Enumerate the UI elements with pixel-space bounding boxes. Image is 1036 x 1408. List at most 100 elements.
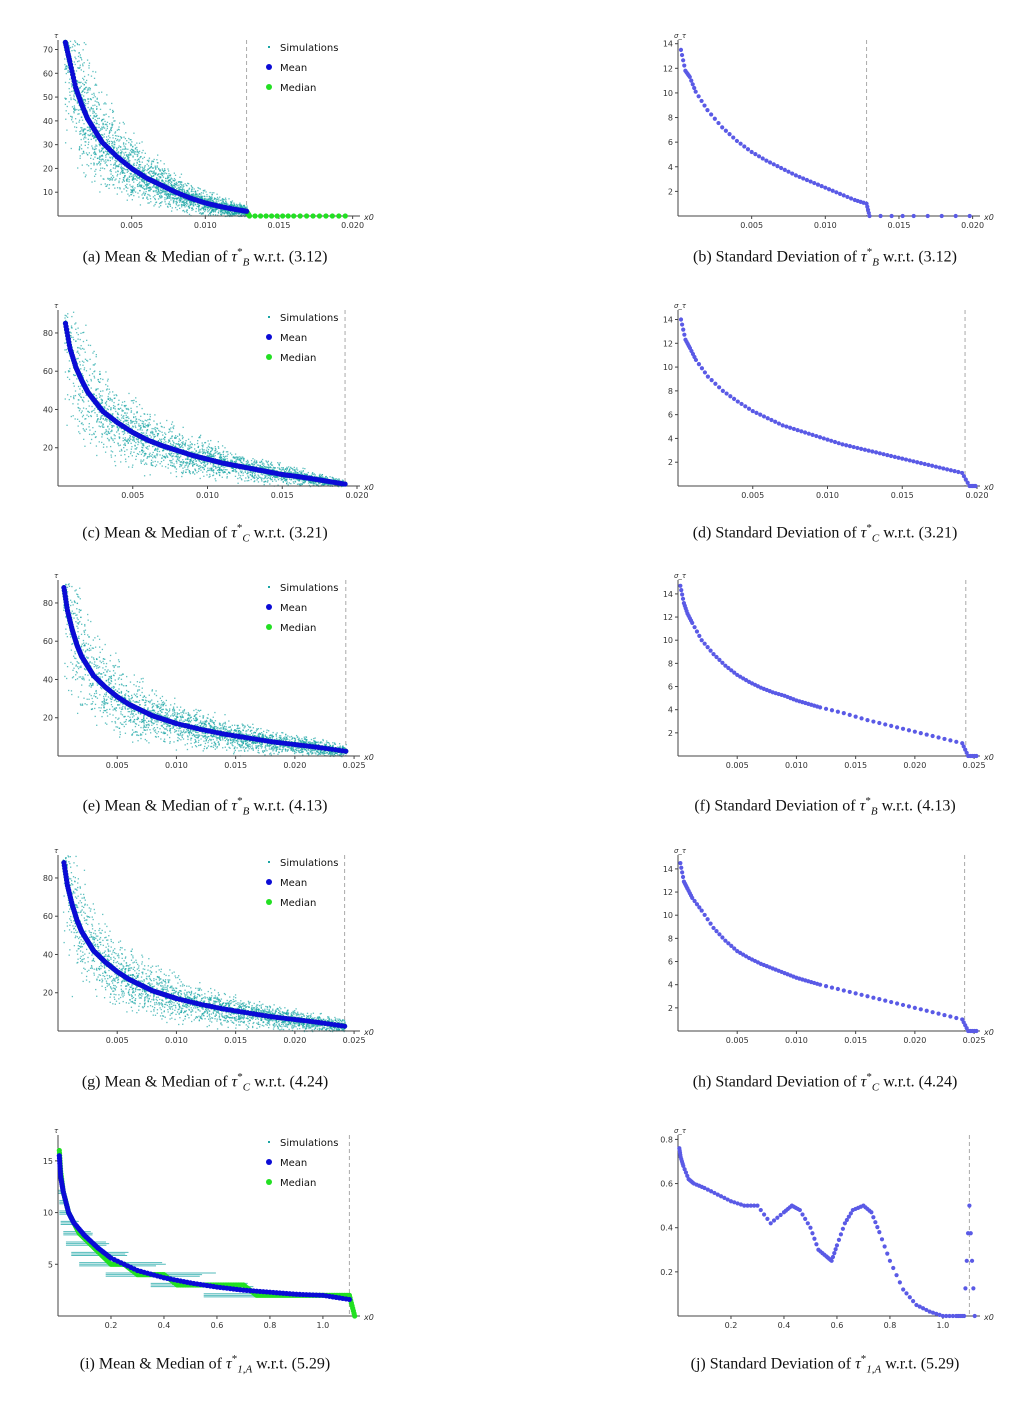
data-point (764, 158, 769, 163)
legend-entry: Mean (280, 333, 307, 344)
data-point (924, 732, 929, 737)
data-point (845, 194, 850, 200)
data-point (716, 120, 721, 126)
data-point (883, 722, 888, 727)
y-tick-label: 50 (43, 93, 53, 102)
legend-entry: Simulations (280, 43, 338, 54)
data-point (680, 874, 686, 880)
data-point (881, 452, 886, 457)
data-point (914, 1302, 919, 1308)
data-point (753, 152, 758, 157)
y-tick-label: 4 (668, 434, 673, 443)
data-point (782, 167, 787, 172)
data-point (829, 1258, 834, 1263)
y-tick-label: 10 (663, 89, 673, 98)
y-tick-label: 14 (663, 316, 673, 325)
data-point (889, 213, 894, 219)
data-point (829, 708, 835, 713)
data-point (743, 404, 748, 409)
data-point (956, 469, 961, 475)
x-tick-label: 0.020 (903, 1036, 926, 1045)
data-point (917, 1304, 922, 1309)
data-point (749, 149, 754, 155)
x-tick-label: 0.005 (740, 221, 763, 230)
data-point (771, 1218, 777, 1223)
data-point (692, 898, 697, 904)
data-point (810, 1231, 815, 1236)
caption-subscript: C (871, 532, 880, 545)
y-tick-label: 8 (668, 387, 673, 396)
data-point (342, 481, 348, 487)
data-point (911, 1299, 916, 1304)
caption-symbol: τ (231, 1073, 238, 1091)
data-point (945, 467, 950, 472)
data-point (812, 180, 817, 186)
data-point (815, 182, 821, 187)
chart-d: 0.005 0.010 0.015 0.020 2 4 6 8 10 12 14σ_τ x0 (663, 302, 994, 500)
data-point (734, 138, 740, 144)
data-point (903, 457, 909, 462)
x-tick-label: 0.020 (341, 221, 364, 230)
data-point (952, 469, 957, 474)
data-point (705, 374, 711, 379)
x-axis-label: x0 (983, 483, 994, 492)
data-point (678, 583, 683, 588)
data-point (869, 1210, 874, 1215)
chart-panel-d: 0.005 0.010 0.015 0.020 2 4 6 8 10 12 14 σ_τ x0 (650, 300, 1000, 510)
data-point (887, 1258, 893, 1263)
x-tick-label: 0.6 (831, 1321, 844, 1330)
data-point (717, 385, 722, 390)
y-axis-label: σ_τ (674, 572, 687, 580)
data-point (693, 357, 699, 363)
data-point (971, 1286, 976, 1291)
y-axis-label: τ (54, 302, 59, 310)
x-tick-label: 0.005 (726, 1036, 749, 1045)
data-point (851, 444, 856, 450)
caption-superscript: * (866, 246, 873, 258)
data-point (702, 370, 708, 375)
data-point (907, 458, 912, 463)
x-tick-label: 0.015 (224, 1036, 247, 1045)
data-point (844, 1217, 849, 1223)
data-point (291, 213, 297, 219)
y-tick-label: 12 (663, 613, 673, 622)
chart-panel-a: 0.005 0.010 0.015 0.020 10 20 30 40 50 60 70 τ x0 Sim… (30, 30, 380, 240)
caption-b: (b) Standard Deviation of τ*B w.r.t. (3.… (630, 246, 1020, 269)
caption-superscript: * (231, 1353, 238, 1365)
simulation-cloud (58, 1189, 332, 1298)
data-point (705, 108, 710, 113)
data-point (926, 462, 931, 467)
caption-superscript: * (860, 1353, 867, 1365)
y-axis-label: τ (54, 572, 59, 580)
data-point (685, 1173, 690, 1178)
data-point (750, 408, 755, 414)
legend-entry: Simulations (280, 1138, 338, 1149)
data-point (683, 1170, 689, 1175)
data-point (922, 461, 927, 467)
data-point (927, 1309, 932, 1314)
y-axis-label: τ (54, 1127, 59, 1135)
caption-suffix: w.r.t. (3.12) (249, 248, 328, 266)
data-point (963, 747, 968, 752)
data-point (681, 327, 686, 332)
y-tick-label: 12 (663, 888, 673, 897)
data-point (836, 441, 841, 446)
chart-panel-b: 0.005 0.010 0.015 0.020 2 4 6 8 10 12 14 σ_τ x0 (650, 30, 1000, 240)
x-axis-label: x0 (363, 1313, 374, 1322)
data-point (728, 1199, 734, 1204)
data-point (915, 460, 920, 465)
data-point (773, 419, 778, 424)
caption-prefix: (i) Mean & Median of (79, 1355, 226, 1373)
x-axis-label: x0 (363, 1028, 374, 1037)
x-tick-label: 0.8 (264, 1321, 277, 1330)
data-point (790, 171, 795, 176)
data-point (904, 1291, 909, 1296)
x-tick-label: 0.015 (844, 1036, 867, 1045)
data-point (974, 753, 979, 759)
data-point (838, 1232, 844, 1237)
y-tick-label: 10 (663, 636, 673, 645)
caption-superscript: * (866, 522, 872, 534)
caption-j: (j) Standard Deviation of τ*1,A w.r.t. (… (630, 1353, 1020, 1376)
data-point (806, 431, 811, 436)
data-point (679, 865, 684, 870)
